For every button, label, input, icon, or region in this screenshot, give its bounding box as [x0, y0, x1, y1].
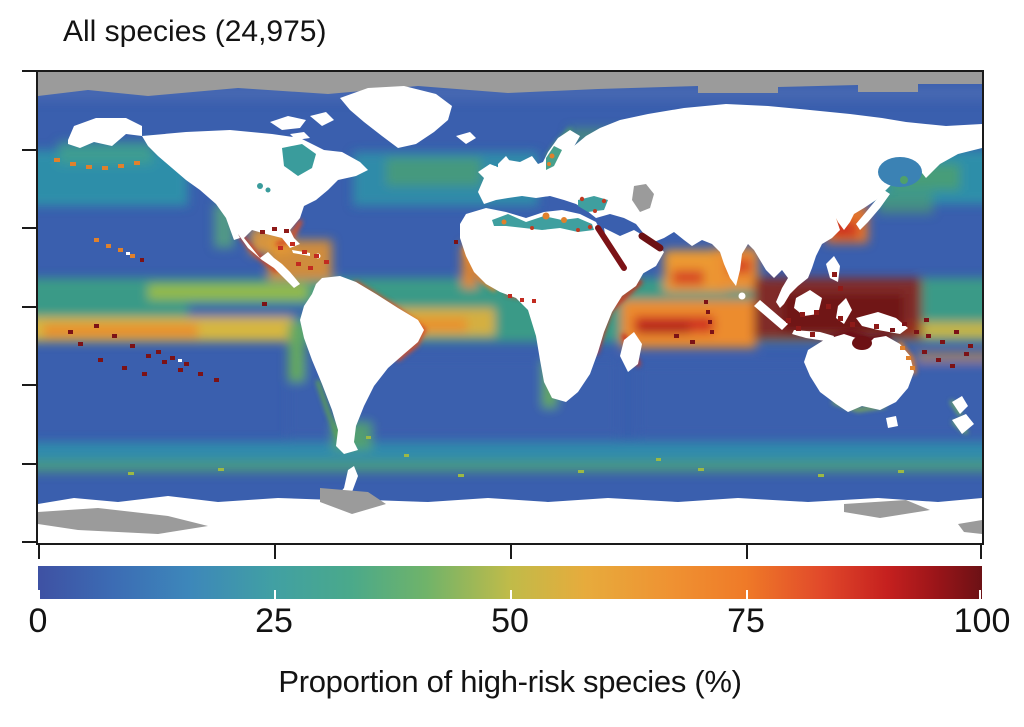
colorbar-tick-label: 0: [28, 602, 48, 640]
landmass-layer: [38, 86, 982, 543]
latitude-tick: [22, 227, 36, 229]
latitude-tick: [22, 463, 36, 465]
figure-title: All species (24,975): [63, 15, 327, 48]
latitude-tick: [22, 384, 36, 386]
world-risk-map: [38, 72, 982, 543]
longitude-tick: [980, 545, 982, 559]
colorbar: [38, 566, 982, 599]
latitude-tick: [22, 541, 36, 543]
inland-seas-layer: [257, 144, 922, 350]
hotspot-cells-layer: [54, 158, 973, 477]
latitude-tick: [22, 70, 36, 72]
colorbar-tick-label: 75: [727, 602, 765, 640]
colorbar-tick-label: 50: [491, 602, 529, 640]
world-map-panel: [36, 70, 984, 545]
longitude-tick: [746, 545, 748, 559]
latitude-tick: [22, 306, 36, 308]
colorbar-axis-label: Proportion of high-risk species (%): [278, 664, 742, 699]
colorbar-tick-label: 25: [255, 602, 293, 640]
colorbar-minor-tick: [979, 590, 981, 599]
arctic-no-data-strip: [38, 72, 982, 96]
latitude-tick: [22, 149, 36, 151]
colorbar-minor-tick: [746, 590, 748, 599]
colorbar-minor-tick: [510, 590, 512, 599]
longitude-tick: [274, 545, 276, 559]
no-data-areas-layer: [38, 184, 982, 534]
longitude-tick: [510, 545, 512, 559]
colorbar-minor-tick: [38, 590, 40, 599]
colorbar-tick-label: 100: [953, 602, 1011, 640]
colorbar-minor-tick: [274, 590, 276, 599]
longitude-tick: [38, 545, 40, 559]
